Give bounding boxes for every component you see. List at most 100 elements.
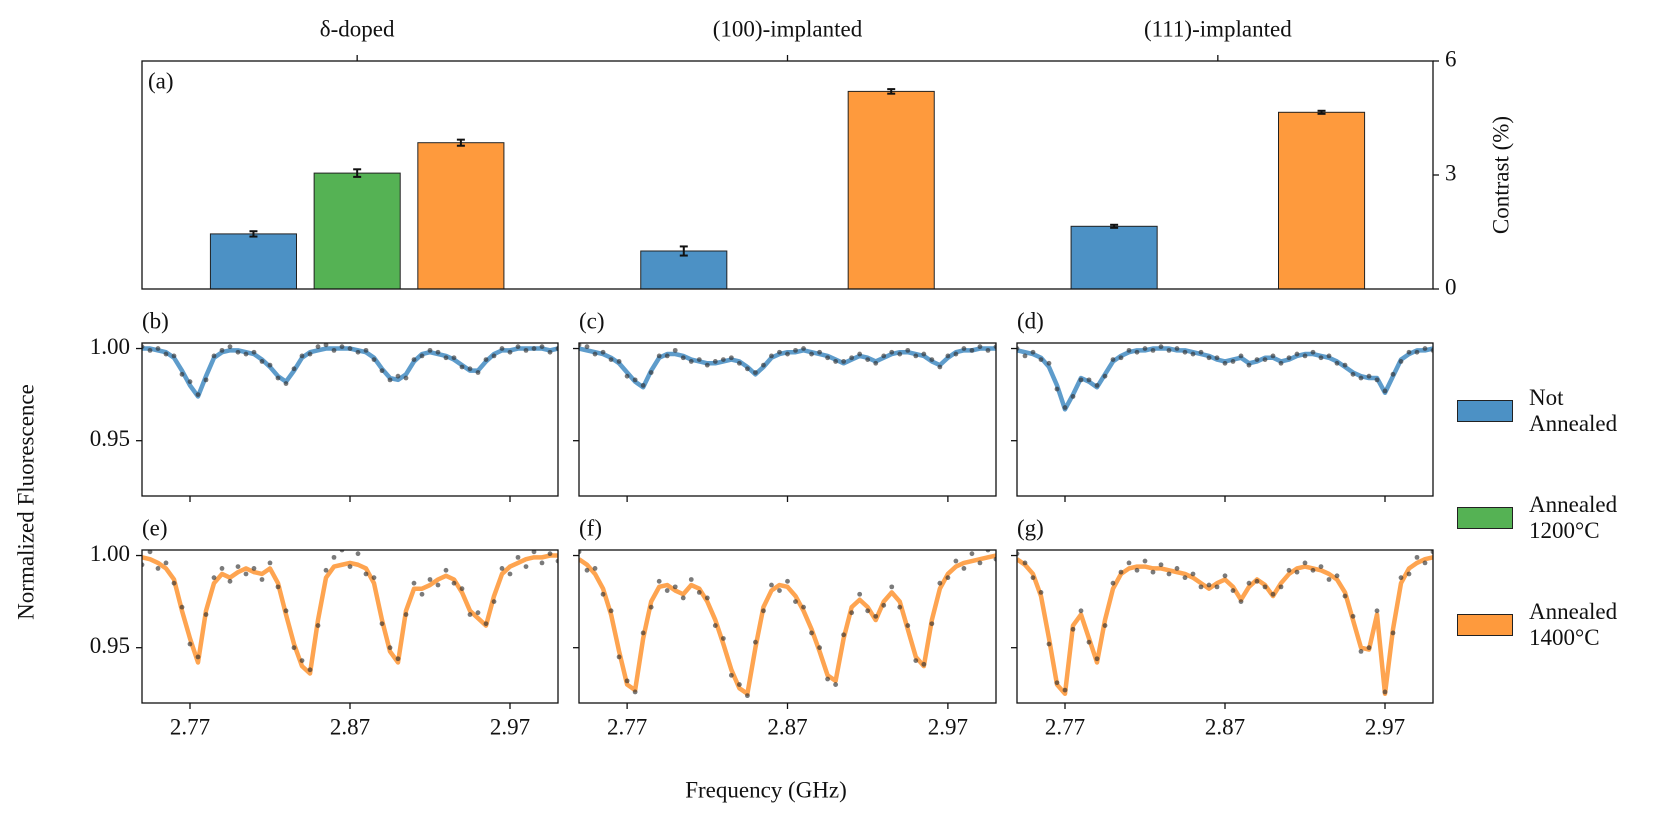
- error-bar: [456, 138, 465, 147]
- data-point: [219, 347, 225, 353]
- data-point: [1230, 359, 1236, 364]
- data-point: [745, 693, 750, 699]
- data-point: [624, 373, 630, 379]
- data-point: [929, 357, 935, 362]
- data-point: [427, 577, 433, 582]
- data-point: [547, 349, 553, 355]
- data-point: [419, 591, 425, 597]
- data-point: [203, 612, 209, 617]
- data-point: [745, 366, 750, 372]
- data-point: [395, 373, 401, 379]
- data-point: [1230, 588, 1236, 593]
- data-point: [616, 359, 622, 364]
- data-point: [881, 353, 887, 359]
- data-point: [491, 599, 497, 605]
- data-point: [187, 641, 193, 647]
- data-point: [411, 580, 417, 586]
- data-point: [937, 580, 943, 586]
- legend-item: Not Annealed: [1457, 385, 1641, 437]
- data-point: [171, 353, 177, 359]
- data-point: [777, 349, 782, 355]
- data-point: [251, 566, 257, 571]
- x-tick-label: 2.97: [928, 714, 968, 739]
- data-point: [1126, 560, 1132, 566]
- data-point: [1302, 560, 1308, 566]
- data-point: [299, 658, 305, 664]
- data-point: [531, 550, 537, 555]
- y-tick-label: 0: [1445, 274, 1457, 299]
- data-point: [961, 346, 967, 351]
- data-point: [736, 682, 742, 687]
- data-point: [728, 355, 734, 361]
- axes-frame: [578, 342, 997, 497]
- panel-label: (g): [1017, 515, 1044, 540]
- data-point: [801, 604, 806, 610]
- data-point: [1206, 582, 1212, 588]
- data-point: [905, 347, 911, 353]
- data-point: [323, 343, 329, 348]
- panel-label: (d): [1017, 308, 1044, 333]
- data-point: [720, 357, 726, 362]
- x-tick-label: 2.77: [1045, 714, 1085, 739]
- data-point: [761, 608, 766, 614]
- data-point: [1118, 569, 1124, 575]
- data-point: [1070, 626, 1076, 632]
- data-point: [648, 604, 654, 610]
- data-point: [163, 560, 169, 566]
- axes-frame: [578, 549, 997, 704]
- data-point: [1246, 362, 1252, 368]
- error-bar: [887, 88, 896, 95]
- data-point: [825, 355, 830, 361]
- data-point: [1022, 353, 1028, 359]
- data-point: [379, 368, 385, 374]
- data-point: [419, 353, 425, 359]
- data-point: [1038, 357, 1044, 362]
- data-point: [1134, 567, 1140, 573]
- data-point: [331, 347, 337, 353]
- data-point: [1326, 577, 1332, 582]
- panel-label: (e): [142, 515, 168, 540]
- data-point: [1406, 571, 1412, 577]
- data-point: [704, 595, 710, 601]
- data-point: [873, 360, 879, 366]
- data-point: [1254, 578, 1260, 584]
- data-point: [1054, 680, 1060, 686]
- bar: [209, 233, 297, 290]
- data-point: [539, 344, 545, 350]
- x-tick-label: 2.87: [1205, 714, 1245, 739]
- data-point: [371, 357, 377, 362]
- data-point: [147, 347, 153, 353]
- data-point: [1110, 357, 1116, 362]
- data-point: [688, 359, 694, 364]
- data-point: [315, 344, 321, 350]
- data-point: [1086, 639, 1092, 645]
- data-point: [801, 346, 806, 351]
- data-point: [897, 604, 903, 610]
- data-point: [1262, 584, 1268, 590]
- data-point: [592, 351, 598, 357]
- bar: [640, 250, 728, 290]
- data-point: [1390, 371, 1396, 377]
- data-point: [1094, 382, 1100, 388]
- data-point: [1270, 353, 1276, 359]
- data-point: [1150, 569, 1156, 575]
- data-point: [736, 360, 742, 366]
- legend-swatch: [1457, 614, 1513, 636]
- data-point: [833, 359, 839, 364]
- data-point: [817, 645, 822, 651]
- data-point: [499, 566, 505, 571]
- bar: [313, 172, 401, 290]
- data-point: [841, 359, 847, 364]
- data-point: [913, 658, 919, 664]
- data-point: [299, 353, 305, 359]
- data-point: [483, 621, 489, 627]
- data-point: [1086, 377, 1092, 383]
- fit-line: [142, 553, 558, 676]
- data-point: [379, 621, 385, 627]
- data-point: [865, 608, 871, 614]
- data-point: [1182, 575, 1188, 581]
- data-point: [211, 575, 217, 581]
- data-point: [1366, 645, 1372, 651]
- data-point: [1222, 360, 1228, 366]
- bar: [1070, 225, 1158, 290]
